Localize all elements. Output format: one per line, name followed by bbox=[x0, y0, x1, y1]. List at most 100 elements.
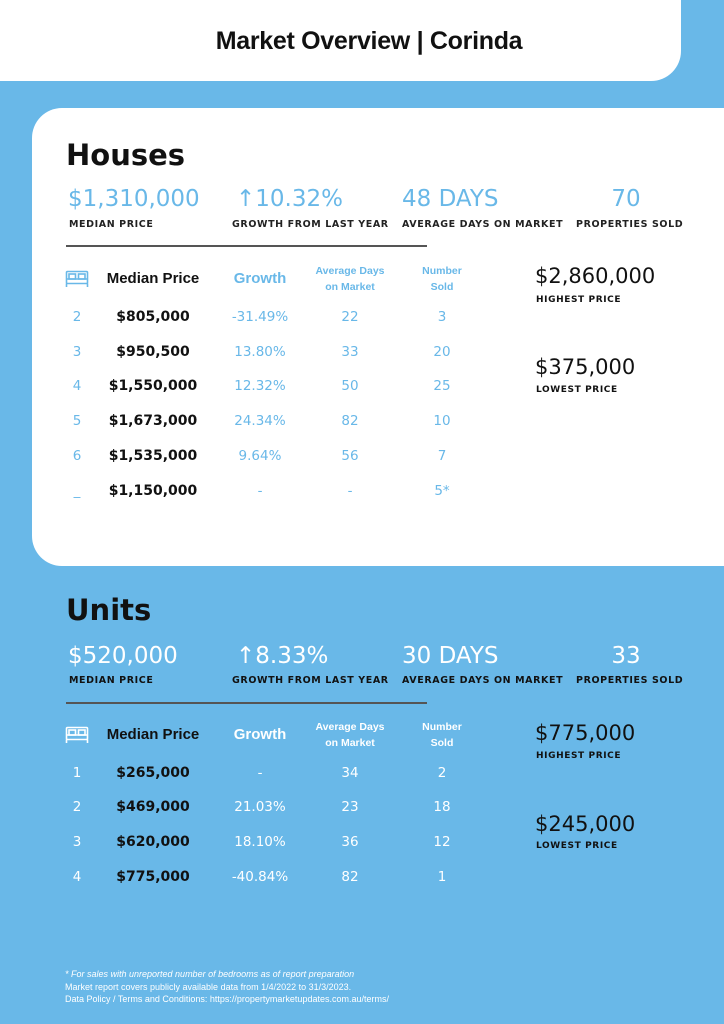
bedrooms: 2 bbox=[72, 799, 82, 815]
growth: 13.80% bbox=[234, 344, 286, 360]
growth-label: GROWTH FROM LAST YEAR bbox=[232, 675, 389, 686]
avg-days: 22 bbox=[341, 309, 359, 325]
median-price: $620,000 bbox=[116, 834, 190, 850]
number-sold: 5* bbox=[434, 483, 450, 499]
header-avg-days-line1: Average Days bbox=[315, 265, 385, 277]
lowest-price-label: LOWEST PRICE bbox=[536, 385, 618, 395]
bedrooms: _ bbox=[73, 483, 81, 499]
growth: 24.34% bbox=[234, 413, 286, 429]
header-number-sold-line1: Number bbox=[422, 721, 462, 733]
header-growth: Growth bbox=[233, 726, 287, 743]
number-sold: 25 bbox=[433, 378, 451, 394]
avg-days: 33 bbox=[341, 344, 359, 360]
avg-days: 82 bbox=[341, 413, 359, 429]
divider bbox=[66, 245, 427, 247]
bed-icon bbox=[65, 726, 89, 749]
days-label: AVERAGE DAYS ON MARKET bbox=[402, 675, 564, 686]
growth: - bbox=[257, 483, 263, 499]
growth-value: ↑8.33% bbox=[236, 643, 329, 669]
avg-days: 50 bbox=[341, 378, 359, 394]
header-growth: Growth bbox=[233, 270, 287, 287]
median-price-value: $520,000 bbox=[68, 643, 178, 669]
median-price-value: $1,310,000 bbox=[68, 186, 200, 212]
median-price: $805,000 bbox=[116, 309, 190, 325]
footnote: * For sales with unreported number of be… bbox=[65, 969, 355, 979]
section-title-units: Units bbox=[66, 593, 152, 627]
number-sold: 7 bbox=[437, 448, 447, 464]
avg-days: - bbox=[347, 483, 353, 499]
sold-value: 70 bbox=[611, 186, 641, 212]
number-sold: 12 bbox=[433, 834, 451, 850]
bedrooms: 3 bbox=[72, 834, 82, 850]
highest-price-label: HIGHEST PRICE bbox=[536, 295, 622, 305]
median-price: $469,000 bbox=[116, 799, 190, 815]
header-avg-days: Average Days on Market bbox=[305, 719, 395, 751]
sold-label: PROPERTIES SOLD bbox=[576, 219, 684, 230]
growth: 12.32% bbox=[234, 378, 286, 394]
lowest-price-label: LOWEST PRICE bbox=[536, 841, 618, 851]
avg-days: 36 bbox=[341, 834, 359, 850]
bed-icon bbox=[65, 270, 89, 293]
growth: 21.03% bbox=[234, 799, 286, 815]
header-avg-days-line1: Average Days bbox=[315, 721, 385, 733]
number-sold: 10 bbox=[433, 413, 451, 429]
header-number-sold: Number Sold bbox=[410, 719, 474, 751]
header-number-sold-line2: Sold bbox=[430, 281, 454, 293]
growth: 9.64% bbox=[238, 448, 282, 464]
page-title: Market Overview | Corinda bbox=[215, 27, 523, 55]
number-sold: 18 bbox=[433, 799, 451, 815]
number-sold: 3 bbox=[437, 309, 447, 325]
median-price: $1,150,000 bbox=[108, 483, 198, 499]
avg-days: 34 bbox=[341, 765, 359, 781]
avg-days: 56 bbox=[341, 448, 359, 464]
median-price-label: MEDIAN PRICE bbox=[69, 675, 154, 686]
number-sold: 20 bbox=[433, 344, 451, 360]
header-avg-days: Average Days on Market bbox=[305, 263, 395, 295]
bedrooms: 4 bbox=[72, 378, 82, 394]
median-price-label: MEDIAN PRICE bbox=[69, 219, 154, 230]
bedrooms: 6 bbox=[72, 448, 82, 464]
header-avg-days-line2: on Market bbox=[325, 737, 375, 749]
header-number-sold-line1: Number bbox=[422, 265, 462, 277]
growth: -40.84% bbox=[231, 869, 289, 885]
avg-days: 23 bbox=[341, 799, 359, 815]
divider bbox=[66, 702, 427, 704]
median-price: $1,550,000 bbox=[108, 378, 198, 394]
growth: - bbox=[257, 765, 263, 781]
growth: -31.49% bbox=[231, 309, 289, 325]
growth-value: ↑10.32% bbox=[236, 186, 343, 212]
number-sold: 2 bbox=[437, 765, 447, 781]
houses-card bbox=[32, 108, 724, 566]
header-median-price: Median Price bbox=[106, 726, 200, 743]
header-bar bbox=[0, 0, 681, 81]
footer: * For sales with unreported number of be… bbox=[65, 968, 389, 1006]
days-value: 48 DAYS bbox=[402, 186, 499, 212]
bedrooms: 5 bbox=[72, 413, 82, 429]
coverage-note: Market report covers publicly available … bbox=[65, 981, 352, 992]
bedrooms: 4 bbox=[72, 869, 82, 885]
highest-price-value: $775,000 bbox=[535, 721, 636, 745]
header-number-sold-line2: Sold bbox=[430, 737, 454, 749]
median-price: $1,535,000 bbox=[108, 448, 198, 464]
median-price: $1,673,000 bbox=[108, 413, 198, 429]
bedrooms: 3 bbox=[72, 344, 82, 360]
highest-price-value: $2,860,000 bbox=[535, 264, 656, 288]
bedrooms: 1 bbox=[72, 765, 82, 781]
sold-value: 33 bbox=[611, 643, 641, 669]
header-avg-days-line2: on Market bbox=[325, 281, 375, 293]
days-label: AVERAGE DAYS ON MARKET bbox=[402, 219, 564, 230]
header-median-price: Median Price bbox=[106, 270, 200, 287]
median-price: $265,000 bbox=[116, 765, 190, 781]
bedrooms: 2 bbox=[72, 309, 82, 325]
number-sold: 1 bbox=[437, 869, 447, 885]
terms-link[interactable]: Data Policy / Terms and Conditions: http… bbox=[65, 994, 389, 1004]
highest-price-label: HIGHEST PRICE bbox=[536, 751, 622, 761]
growth-label: GROWTH FROM LAST YEAR bbox=[232, 219, 389, 230]
header-number-sold: Number Sold bbox=[410, 263, 474, 295]
lowest-price-value: $245,000 bbox=[535, 812, 636, 836]
sold-label: PROPERTIES SOLD bbox=[576, 675, 684, 686]
growth: 18.10% bbox=[234, 834, 286, 850]
median-price: $950,500 bbox=[116, 344, 190, 360]
avg-days: 82 bbox=[341, 869, 359, 885]
median-price: $775,000 bbox=[116, 869, 190, 885]
